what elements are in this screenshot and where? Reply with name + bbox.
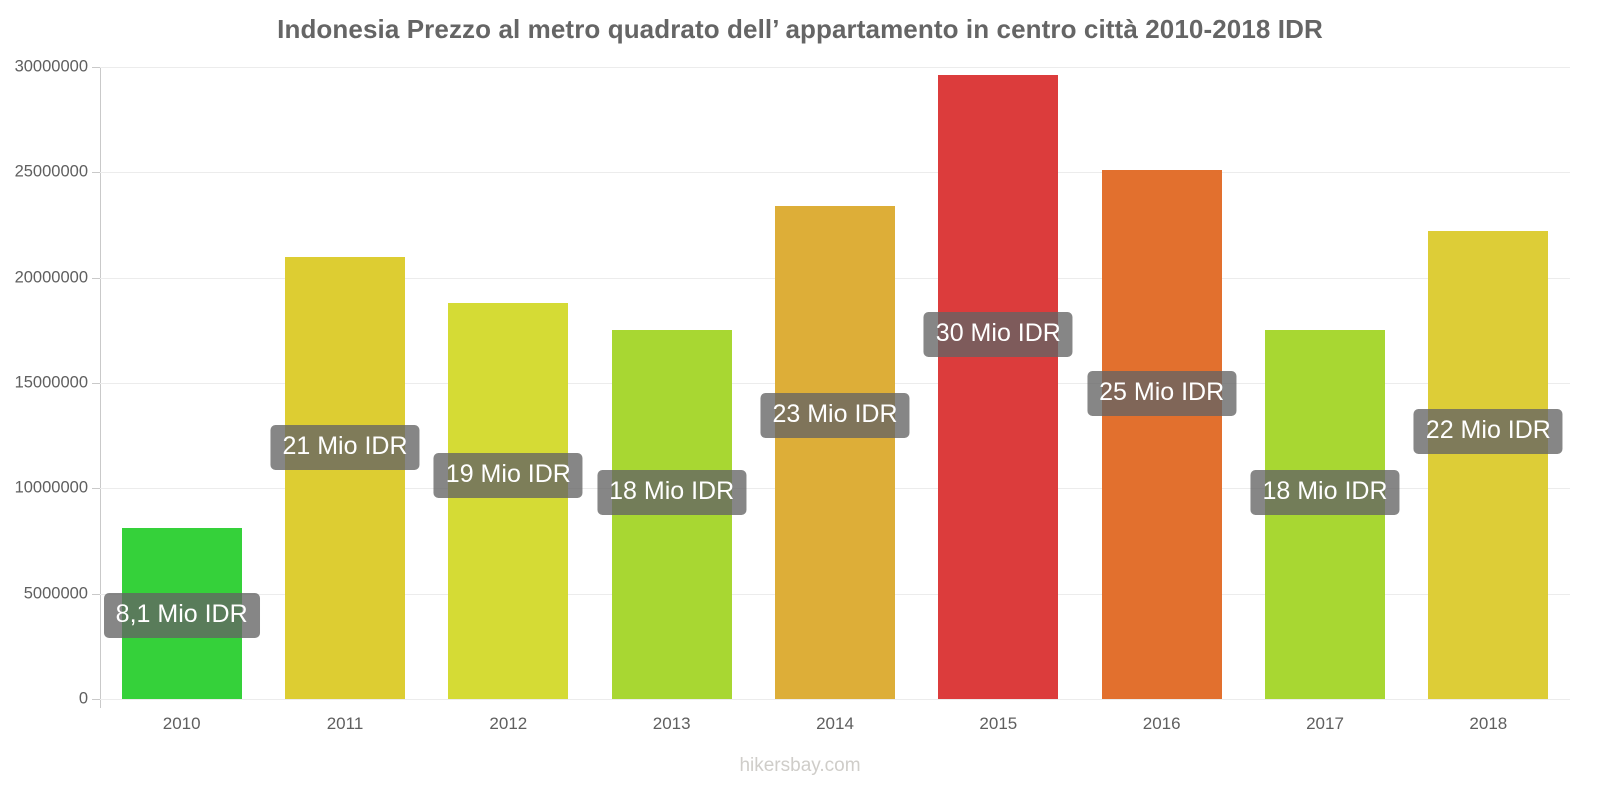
x-axis-tick-label: 2018 — [1469, 714, 1508, 733]
bar[interactable] — [1101, 170, 1222, 699]
plot-area: 8,1 Mio IDR 21 Mio IDR 19 Mio IDR 18 Mio ID… — [100, 67, 1570, 700]
y-axis-tick-mark — [92, 172, 100, 174]
bar-value-label: 23 Mio IDR — [760, 393, 910, 439]
y-axis-tick-mark — [92, 488, 100, 490]
bar[interactable] — [938, 75, 1059, 699]
bar-value-label: 8,1 Mio IDR — [103, 593, 260, 639]
x-axis-tick-label: 2017 — [1306, 714, 1344, 733]
gridline — [100, 67, 1570, 68]
x-axis-tick-label: 2012 — [489, 714, 528, 733]
bar-value-label: 18 Mio IDR — [1250, 470, 1400, 516]
bar[interactable] — [448, 302, 569, 699]
bar[interactable] — [775, 206, 895, 699]
y-axis-tick-label: 10000000 — [14, 478, 88, 497]
source-attribution: hikersbay.com — [739, 755, 861, 776]
y-axis-tick-mark — [92, 277, 100, 279]
y-axis-tick-label: 25000000 — [14, 162, 88, 181]
bar[interactable] — [1428, 231, 1549, 699]
x-axis-tick — [100, 699, 101, 708]
y-axis-tick-label: 15000000 — [14, 373, 88, 392]
bar-value-label: 19 Mio IDR — [433, 453, 583, 499]
y-axis-tick-label: 5000000 — [23, 584, 88, 603]
y-axis-tick-label: 0 — [78, 689, 88, 708]
chart-title: Indonesia Prezzo al metro quadrato dell’… — [277, 14, 1323, 44]
bar-value-label: 18 Mio IDR — [597, 470, 747, 516]
gridline — [100, 699, 1570, 700]
y-axis-tick-mark — [92, 699, 100, 700]
gridline — [100, 172, 1570, 174]
bar-value-label: 22 Mio IDR — [1413, 409, 1563, 455]
bar[interactable] — [285, 256, 405, 699]
x-axis-tick-label: 2013 — [652, 714, 691, 733]
y-axis-tick-mark — [92, 593, 100, 595]
y-axis-tick-label: 30000000 — [14, 57, 88, 76]
x-axis-tick-label: 2014 — [816, 714, 854, 733]
x-axis-tick-label: 2011 — [326, 714, 364, 733]
x-axis-tick-label: 2016 — [1142, 714, 1181, 733]
y-axis-tick-label: 20000000 — [14, 268, 88, 287]
x-axis-tick-label: 2015 — [979, 714, 1018, 733]
bar-value-label: 21 Mio IDR — [270, 424, 420, 470]
x-axis-tick-label: 2010 — [162, 714, 201, 733]
bar-value-label: 30 Mio IDR — [923, 312, 1073, 358]
y-axis-tick-mark — [92, 67, 100, 68]
y-axis-tick-mark — [92, 383, 100, 384]
bar-value-label: 25 Mio IDR — [1087, 371, 1237, 417]
